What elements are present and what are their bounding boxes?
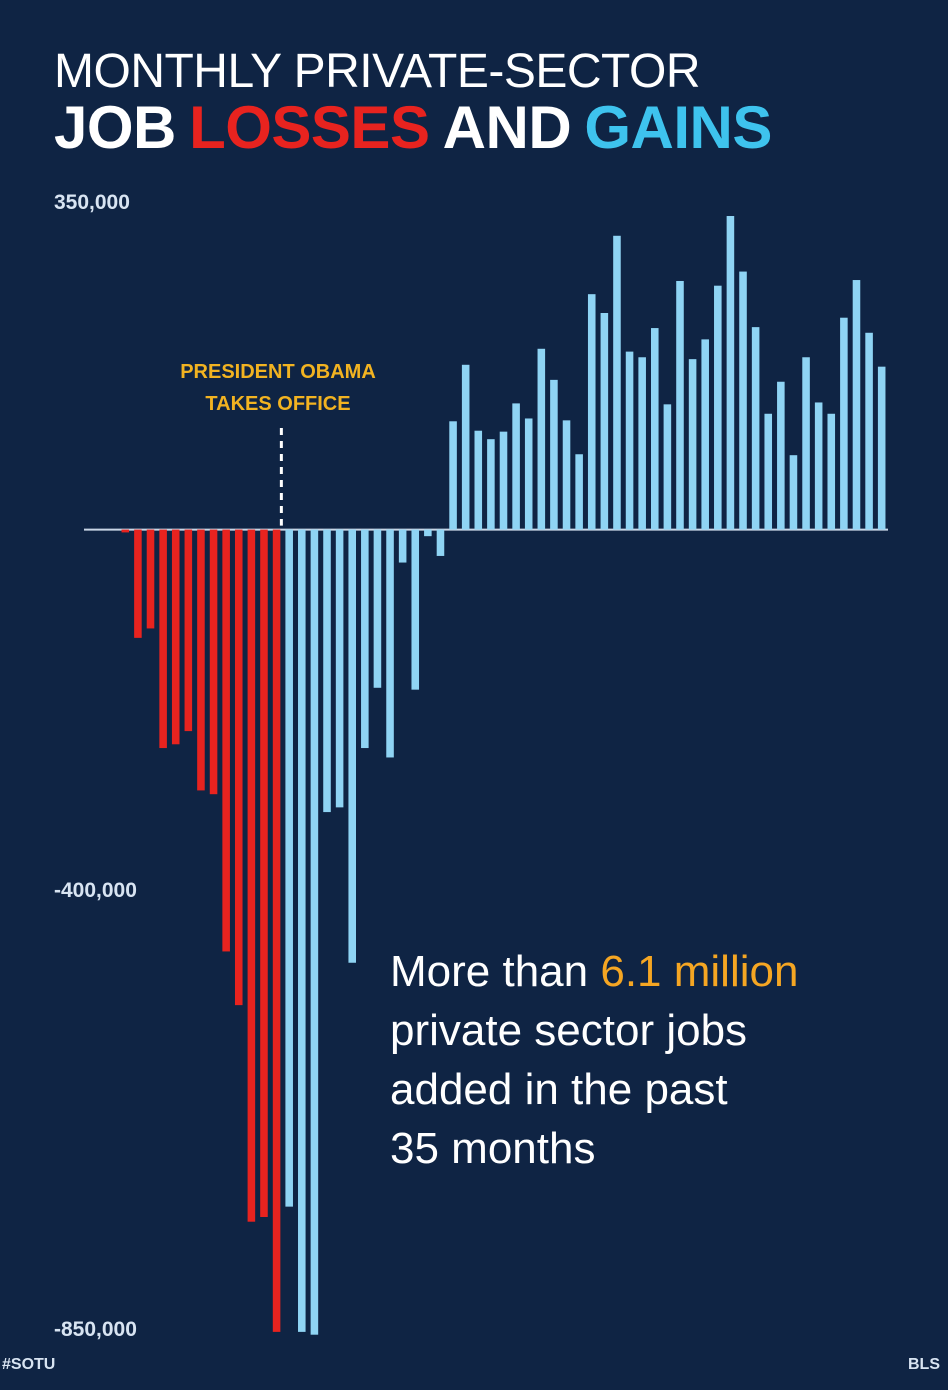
bar-11: [260, 529, 268, 1217]
bar-50: [751, 327, 760, 530]
bar-24: [424, 529, 432, 537]
bar-37: [587, 294, 596, 530]
bar-42: [651, 328, 659, 530]
bar-46: [701, 339, 709, 530]
bar-1: [134, 529, 142, 638]
bar-47: [714, 285, 722, 530]
bar-33: [537, 348, 546, 530]
bar-19: [361, 529, 369, 749]
annotation-president-takes-office: PRESIDENT OBAMA TAKES OFFICE: [140, 356, 416, 420]
bar-28: [474, 430, 483, 530]
bar-51: [764, 413, 773, 530]
bar-52: [777, 381, 785, 530]
bar-31: [512, 403, 520, 530]
bar-22: [398, 529, 407, 563]
chart-title-line1: MONTHLY PRIVATE-SECTOR: [54, 45, 700, 98]
y-tick-label-middle: -400,000: [54, 879, 137, 902]
bar-0: [121, 529, 130, 533]
bar-26: [449, 421, 457, 530]
bar-38: [600, 313, 609, 530]
y-tick-label-top: 350,000: [54, 191, 130, 214]
bar-39: [613, 235, 621, 530]
bar-30: [499, 431, 508, 530]
bar-13: [285, 529, 293, 1207]
bar-20: [373, 529, 382, 688]
bar-48: [726, 216, 735, 530]
bar-25: [436, 529, 445, 556]
bar-34: [550, 379, 558, 530]
callout-highlight: 6.1 million: [600, 947, 799, 996]
title-word-gains: GAINS: [584, 94, 772, 161]
callout-prefix: More than: [390, 947, 601, 996]
bar-14: [298, 529, 306, 1332]
bar-5: [184, 529, 193, 732]
bar-55: [814, 402, 823, 530]
bar-44: [676, 280, 684, 530]
bar-6: [197, 529, 205, 791]
callout-text: More than 6.1 million private sector job…: [390, 942, 798, 1178]
hashtag-label: #SOTU: [2, 1356, 56, 1373]
bar-60: [877, 366, 886, 530]
bar-27: [461, 364, 470, 530]
bar-12: [272, 529, 281, 1332]
bar-10: [247, 529, 256, 1222]
bar-3: [159, 529, 167, 749]
bar-59: [865, 332, 873, 530]
bar-17: [335, 529, 344, 808]
bar-8: [222, 529, 230, 952]
bar-35: [562, 420, 571, 530]
bar-4: [171, 529, 180, 745]
bar-7: [209, 529, 218, 795]
bar-57: [840, 317, 848, 530]
bar-2: [146, 529, 155, 629]
bar-23: [411, 529, 420, 690]
bar-43: [663, 404, 672, 530]
title-word-losses: LOSSES: [189, 94, 430, 161]
bar-40: [625, 351, 634, 530]
bar-18: [348, 529, 356, 963]
bar-45: [688, 359, 697, 530]
bar-9: [234, 529, 243, 1006]
title-word-and: AND: [442, 94, 572, 161]
source-label: BLS: [908, 1356, 940, 1373]
callout-line3: added in the past: [390, 1065, 728, 1114]
bar-41: [638, 357, 646, 530]
bar-54: [802, 357, 810, 530]
bar-53: [789, 455, 798, 530]
annotation-line1: PRESIDENT OBAMA: [180, 361, 376, 383]
bar-21: [386, 529, 394, 758]
callout-line4: 35 months: [390, 1124, 596, 1173]
bar-49: [739, 271, 747, 530]
chart-title-line2: JOB LOSSES AND GAINS: [54, 93, 785, 162]
bar-36: [575, 454, 583, 530]
callout-line2: private sector jobs: [390, 1006, 748, 1055]
title-word-job: JOB: [54, 94, 176, 161]
bar-29: [487, 439, 495, 530]
y-tick-label-bottom: -850,000: [54, 1318, 137, 1341]
annotation-line2: TAKES OFFICE: [205, 393, 351, 415]
bar-58: [852, 280, 861, 530]
bar-56: [827, 413, 836, 530]
bar-32: [524, 418, 533, 530]
bar-16: [323, 529, 331, 813]
bar-15: [310, 529, 319, 1335]
